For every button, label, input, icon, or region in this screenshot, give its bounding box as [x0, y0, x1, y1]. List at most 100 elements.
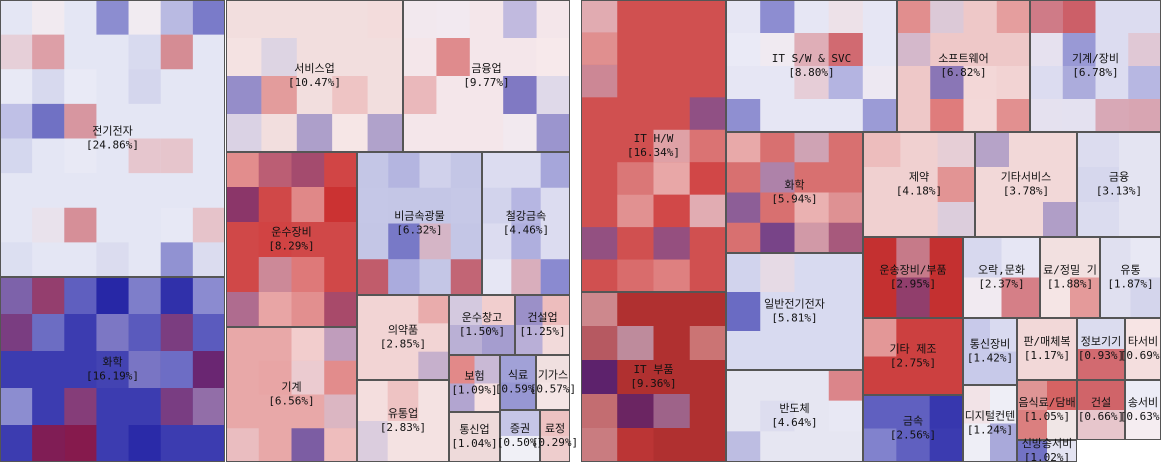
cell: [192, 351, 225, 388]
cell: [449, 355, 475, 384]
cell: [689, 97, 726, 130]
cell: [963, 237, 1002, 278]
cell: [963, 385, 990, 424]
cell: [258, 222, 292, 257]
cell: [990, 423, 1017, 462]
sector-value: [6.82%]: [940, 66, 986, 79]
cell: [449, 295, 482, 325]
cell: [482, 259, 512, 295]
cell: [291, 360, 325, 395]
cell: [689, 129, 726, 163]
cell: [324, 327, 357, 361]
cell: [653, 194, 690, 228]
sector-border: [449, 355, 500, 412]
cell: [540, 152, 570, 188]
cell: [160, 242, 193, 277]
cell: [192, 0, 225, 35]
sector-label: 전기전자: [92, 125, 132, 138]
cell: [482, 187, 512, 224]
cell: [258, 360, 292, 395]
sector: [536, 355, 570, 410]
cell: [689, 194, 726, 228]
cell: [32, 314, 65, 351]
cell: [64, 69, 97, 104]
cell: [332, 76, 368, 114]
cell: [828, 370, 863, 401]
cell: [128, 277, 161, 314]
cell: [500, 410, 540, 436]
sector-border: [975, 132, 1077, 237]
sector-border: [536, 355, 570, 410]
cell: [291, 257, 325, 292]
cell: [387, 380, 419, 421]
cell: [540, 410, 570, 436]
cell: [64, 388, 97, 425]
cell: [929, 395, 963, 429]
sector-label: 정보기기: [1081, 335, 1121, 348]
cell: [32, 34, 65, 70]
cell: [258, 292, 292, 327]
cell: [128, 314, 161, 351]
cell: [996, 0, 1030, 33]
cell: [929, 428, 963, 462]
cell: [367, 114, 403, 152]
cell: [760, 0, 795, 33]
cell: [937, 132, 975, 167]
cell: [828, 400, 863, 432]
cell: [357, 187, 389, 224]
cell: [64, 207, 97, 243]
cell: [64, 425, 97, 462]
cell: [450, 187, 482, 224]
cell: [653, 162, 690, 195]
sector-label: 유통업: [388, 407, 418, 420]
cell: [32, 207, 65, 243]
sector-border: [482, 152, 570, 295]
sector-value: [3.13%]: [1096, 185, 1142, 198]
cell: [828, 66, 863, 99]
cell: [794, 33, 829, 66]
cell: [990, 351, 1017, 385]
cell: [1130, 237, 1161, 278]
cell: [726, 99, 761, 132]
cell: [828, 33, 863, 66]
cell: [32, 277, 65, 314]
cell: [863, 132, 901, 167]
cell: [617, 259, 654, 292]
cell: [128, 351, 161, 388]
sector-border: [726, 0, 897, 132]
sector: [863, 237, 963, 318]
sector-label: 기가스: [538, 369, 568, 382]
cell: [226, 38, 262, 76]
sector-label: 기계/장비: [1072, 52, 1119, 65]
cell: [963, 318, 990, 352]
cell: [324, 292, 357, 327]
cell: [1077, 167, 1119, 202]
sector-value: [3.78%]: [1003, 185, 1049, 198]
cell: [828, 192, 863, 223]
cell: [581, 326, 618, 360]
sector-value: [5.81%]: [771, 312, 817, 325]
cell: [726, 132, 761, 163]
cell: [990, 318, 1017, 352]
sector-value: [8.80%]: [788, 66, 834, 79]
cell: [996, 66, 1030, 99]
cell: [581, 227, 618, 260]
cell: [1077, 410, 1125, 440]
cell: [617, 326, 654, 360]
cell: [542, 295, 570, 325]
cell: [192, 314, 225, 351]
sector-value: [0.63%]: [1120, 410, 1161, 423]
sector-label: 금융: [1109, 171, 1129, 184]
sector-border: [357, 152, 482, 295]
cell: [226, 428, 259, 462]
cell: [536, 382, 570, 410]
sector-label: 통신장비: [970, 338, 1010, 351]
cell: [160, 207, 193, 243]
sector-label: 신방송서비: [1022, 437, 1073, 450]
sector-label: IT 부품: [633, 363, 673, 376]
cell: [1077, 349, 1125, 380]
sector: [449, 295, 515, 355]
sector-value: [24.86%]: [86, 139, 139, 152]
cell: [32, 425, 65, 462]
